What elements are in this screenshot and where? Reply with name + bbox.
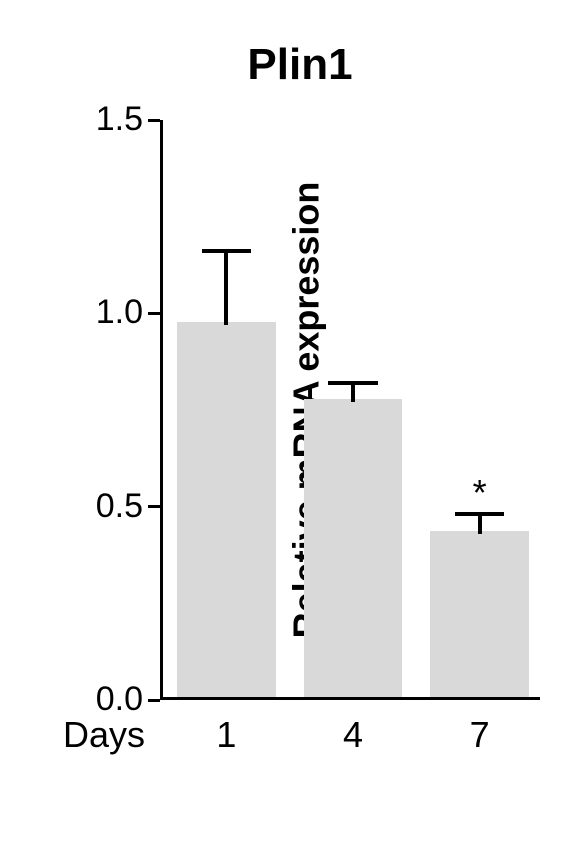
x-tick-label: 1 (196, 714, 256, 756)
error-bar-cap (202, 249, 251, 253)
bar (430, 531, 529, 697)
chart-title: Plin1 (50, 40, 550, 90)
y-tick-label: 1.0 (85, 293, 143, 332)
y-tick-label: 1.5 (85, 100, 143, 139)
y-axis (160, 120, 163, 700)
chart-container: Plin1 Relative mRNA expression 0.00.51.0… (50, 40, 550, 800)
error-bar (224, 251, 228, 324)
x-tick-label: 7 (450, 714, 510, 756)
y-tick (148, 699, 160, 702)
x-axis (160, 697, 540, 700)
bar (304, 399, 403, 697)
plot-area: Relative mRNA expression 0.00.51.01.514*… (160, 120, 540, 700)
y-tick (148, 505, 160, 508)
error-bar (351, 383, 355, 402)
bar (177, 322, 276, 697)
error-bar (478, 514, 482, 533)
x-tick-label: 4 (323, 714, 383, 756)
x-axis-label: Days (63, 714, 145, 756)
significance-marker: * (460, 472, 500, 514)
y-tick (148, 312, 160, 315)
y-tick-label: 0.5 (85, 487, 143, 526)
error-bar-cap (328, 381, 377, 385)
y-tick (148, 119, 160, 122)
